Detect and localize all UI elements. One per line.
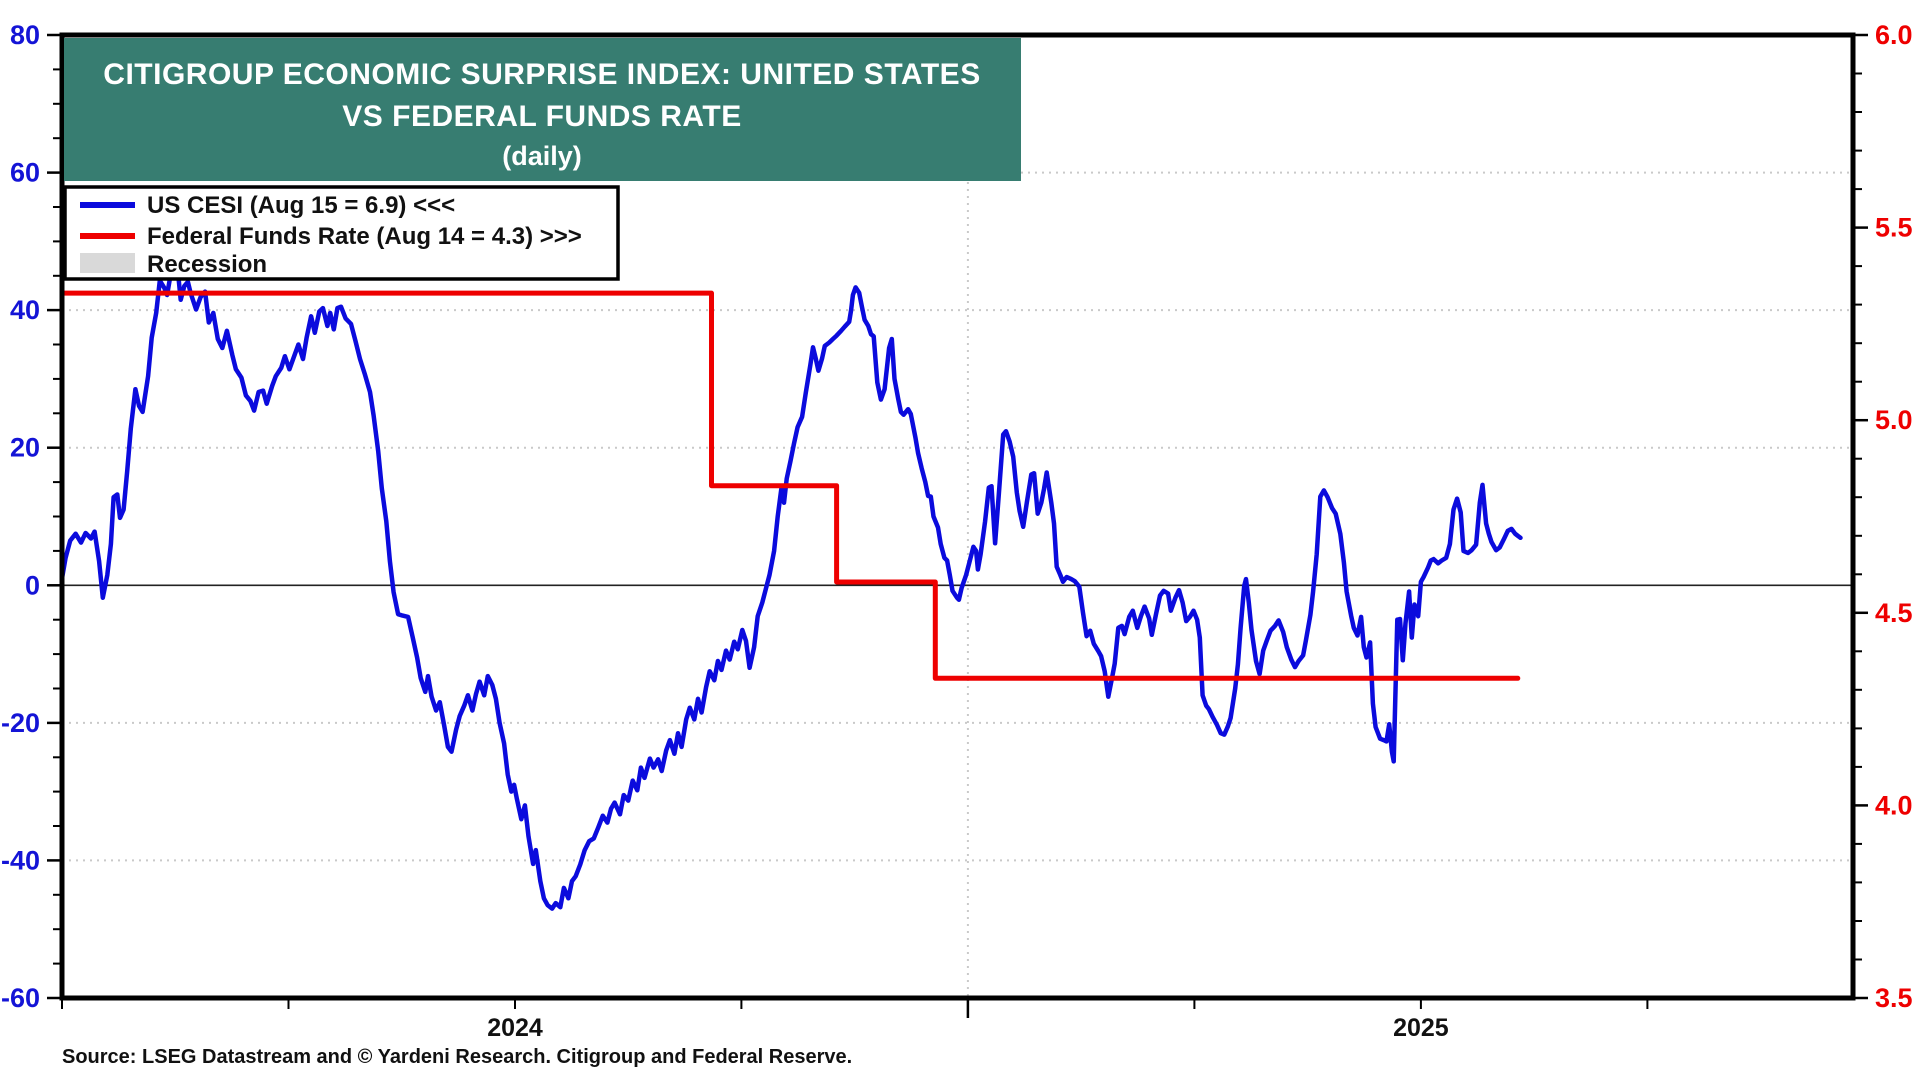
- x-axis-year-label: 2025: [1393, 1014, 1449, 1042]
- right-axis-tick-label: 4.5: [1875, 598, 1913, 628]
- title-banner-box: [64, 38, 1021, 181]
- legend-recession-label: Recession: [147, 251, 267, 278]
- right-axis-tick-label: 5.0: [1875, 405, 1913, 435]
- legend-box: [63, 185, 620, 281]
- legend-recession-swatch: [80, 253, 135, 273]
- ffr-line-series: [59, 290, 1521, 681]
- right-axis-tick-label: 6.0: [1875, 20, 1913, 50]
- axes-layer: 80 60 40 20 0 -20 -40 -60 6.0 5.5 5.0 4.5 4.0 3.5 2024…: [1, 20, 1913, 1042]
- left-axis-tick-label: -40: [1, 845, 40, 875]
- gridlines-layer: [62, 35, 1853, 998]
- left-axis-tick-label: -20: [1, 708, 40, 738]
- right-axis-tick-label: 4.0: [1875, 790, 1913, 820]
- right-axis-tick-label: 5.5: [1875, 213, 1913, 243]
- chart-title-line2: VS FEDERAL FUNDS RATE: [342, 100, 741, 133]
- left-axis-tick-label: 20: [10, 433, 40, 463]
- chart-title-line1: CITIGROUP ECONOMIC SURPRISE INDEX: UNITE…: [103, 58, 980, 91]
- left-axis-tick-label: 80: [10, 20, 40, 50]
- x-axis-year-label: 2024: [487, 1014, 543, 1042]
- chart-title-line3: (daily): [502, 141, 582, 171]
- left-axis-tick-label: 40: [10, 295, 40, 325]
- left-axis-tick-label: 60: [10, 158, 40, 188]
- legend-ffr-label: Federal Funds Rate (Aug 14 = 4.3) >>>: [147, 223, 582, 250]
- left-axis-tick-label: -60: [1, 983, 40, 1013]
- legend-cesi-label: US CESI (Aug 15 = 6.9) <<<: [147, 192, 455, 219]
- left-axis-tick-label: 0: [25, 570, 40, 600]
- title-banner: CITIGROUP ECONOMIC SURPRISE INDEX: UNITE…: [64, 38, 1021, 181]
- right-axis-tick-label: 3.5: [1875, 983, 1913, 1013]
- legend: US CESI (Aug 15 = 6.9) <<< Federal Funds…: [63, 185, 620, 281]
- series-layer: [59, 261, 1523, 911]
- source-note: Source: LSEG Datastream and © Yardeni Re…: [62, 1046, 852, 1068]
- cesi-line-series: [59, 261, 1523, 911]
